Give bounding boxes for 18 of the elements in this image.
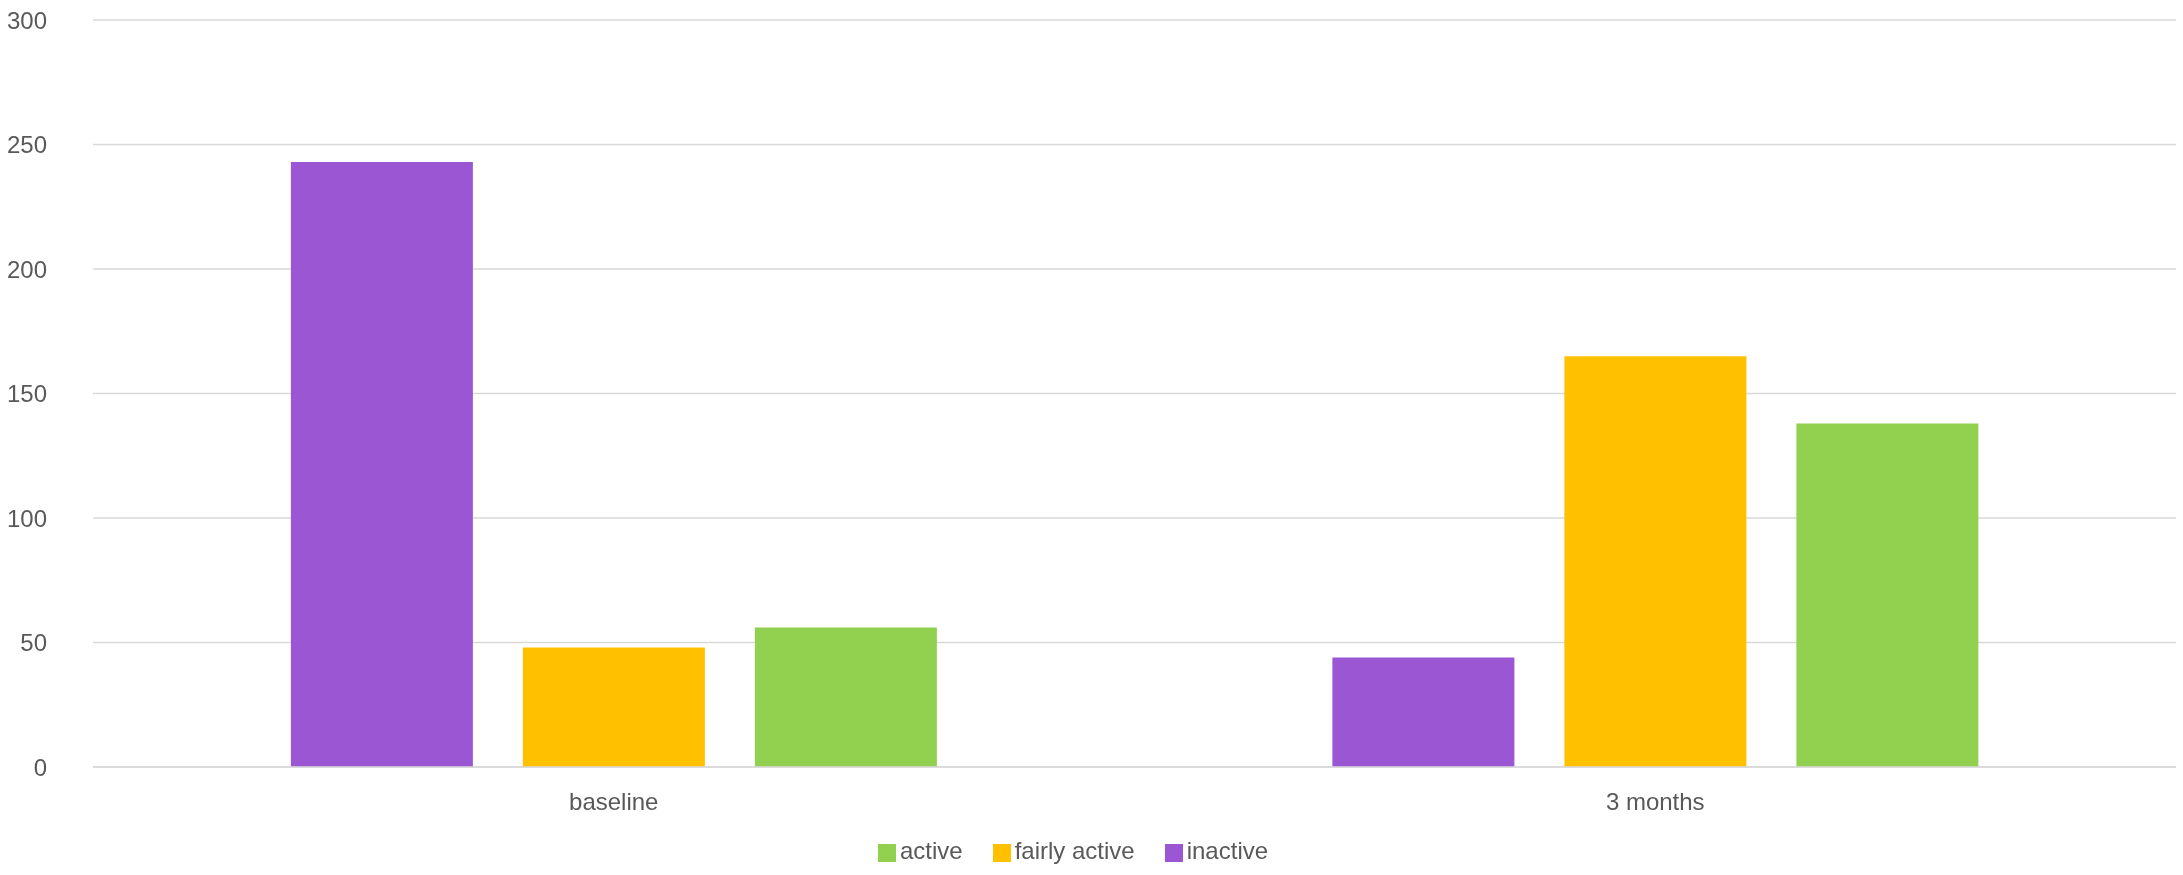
y-tick-label: 250 [6,131,47,159]
bar [1332,657,1515,767]
bar [1796,423,1979,767]
legend-label: inactive [1186,837,1269,864]
y-tick-label: 50 [20,629,47,657]
x-tick-label: 3 months [1605,788,1705,816]
bar [522,647,705,767]
y-tick-label: 300 [6,6,47,34]
bar [1564,356,1747,767]
bar [754,627,937,767]
y-tick-label: 0 [33,753,47,781]
legend-label: active [899,837,963,864]
bar [290,161,473,767]
y-tick-label: 200 [6,255,47,283]
y-tick-label: 100 [6,504,47,532]
legend-label: fairly active [1014,837,1135,864]
y-tick-label: 150 [6,380,47,408]
x-tick-label: baseline [569,788,659,816]
